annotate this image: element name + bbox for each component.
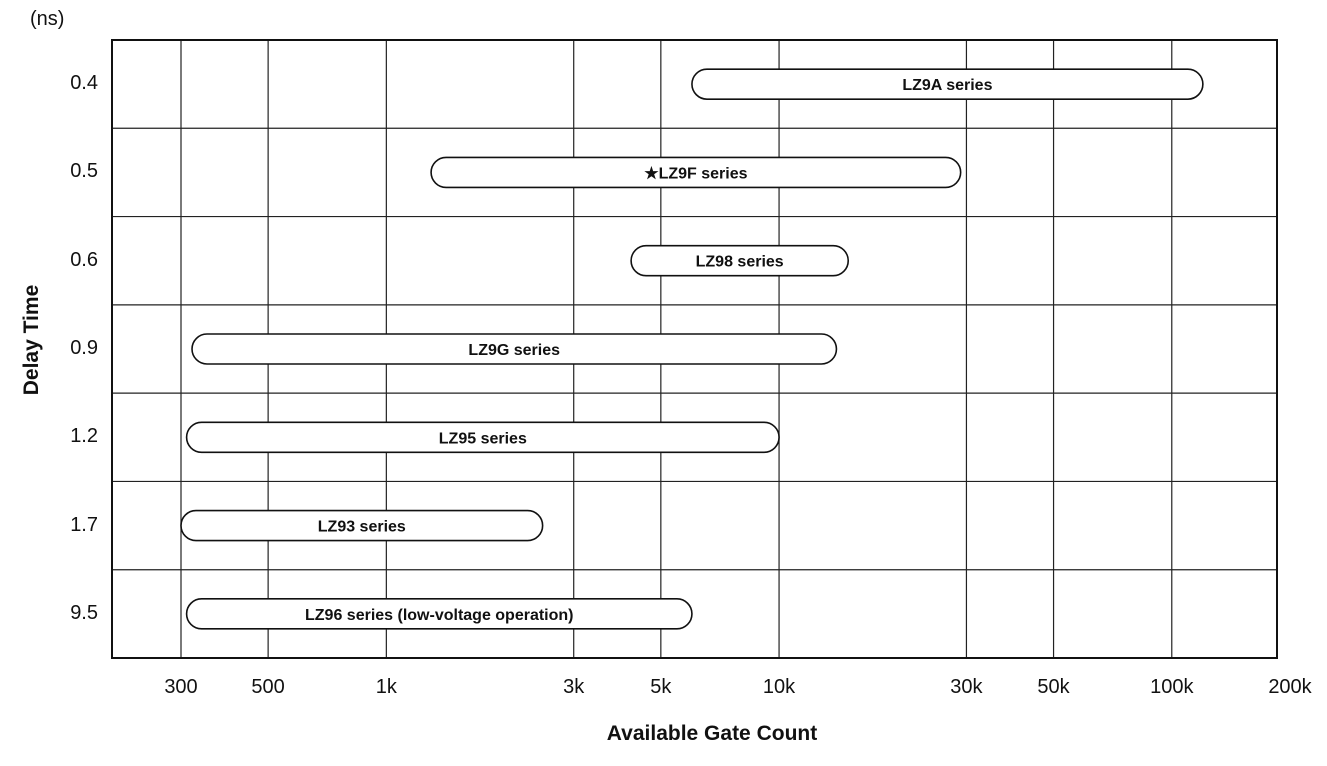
- grid-lines: [112, 40, 1277, 658]
- bar-label: LZ95 series: [439, 430, 527, 447]
- y-tick-label: 0.4: [70, 72, 98, 95]
- x-tick-label: 3k: [563, 676, 585, 698]
- range-bar: [185, 421, 780, 454]
- bar-label: LZ93 series: [318, 519, 406, 536]
- y-tick-label: 0.9: [70, 337, 98, 359]
- y-tick-label: 1.7: [70, 513, 98, 536]
- x-tick-label: 100k: [1150, 676, 1194, 698]
- y-tick-label: 0.6: [70, 248, 98, 271]
- y-tick-label: 9.5: [70, 601, 98, 624]
- range-bar: [180, 509, 544, 542]
- bars: LZ9A series ★LZ9F series LZ98 series LZ9G s…: [180, 68, 1204, 630]
- x-tick-label: 1k: [375, 676, 397, 698]
- bar-label: LZ96 series (low-voltage operation): [305, 607, 574, 624]
- x-tick-label: 200k: [1268, 676, 1312, 698]
- y-tick-label: 0.5: [70, 160, 98, 183]
- range-bar: [630, 244, 850, 277]
- range-bar: [191, 333, 838, 365]
- range-bar: [185, 598, 693, 630]
- y-tick-label: 1.2: [70, 425, 98, 448]
- range-bar: [691, 68, 1204, 100]
- x-tick-label: 30k: [950, 676, 983, 698]
- x-axis-title: Available Gate Count: [606, 722, 818, 745]
- bar-label: LZ98 series: [696, 254, 784, 271]
- x-tick-label: 10k: [762, 676, 796, 698]
- y-axis-unit: (ns): [30, 8, 65, 30]
- bar-label: LZ9G series: [468, 342, 560, 359]
- x-tick-label: 500: [251, 676, 285, 698]
- bar-label: LZ9A series: [902, 77, 992, 94]
- bar-label: ★LZ9F series: [644, 165, 747, 182]
- x-tick-label: 300: [164, 676, 198, 698]
- plot-frame: [111, 39, 1278, 659]
- x-tick-label: 5k: [650, 676, 672, 698]
- range-bar: [430, 156, 962, 189]
- x-tick-label: 50k: [1037, 676, 1070, 698]
